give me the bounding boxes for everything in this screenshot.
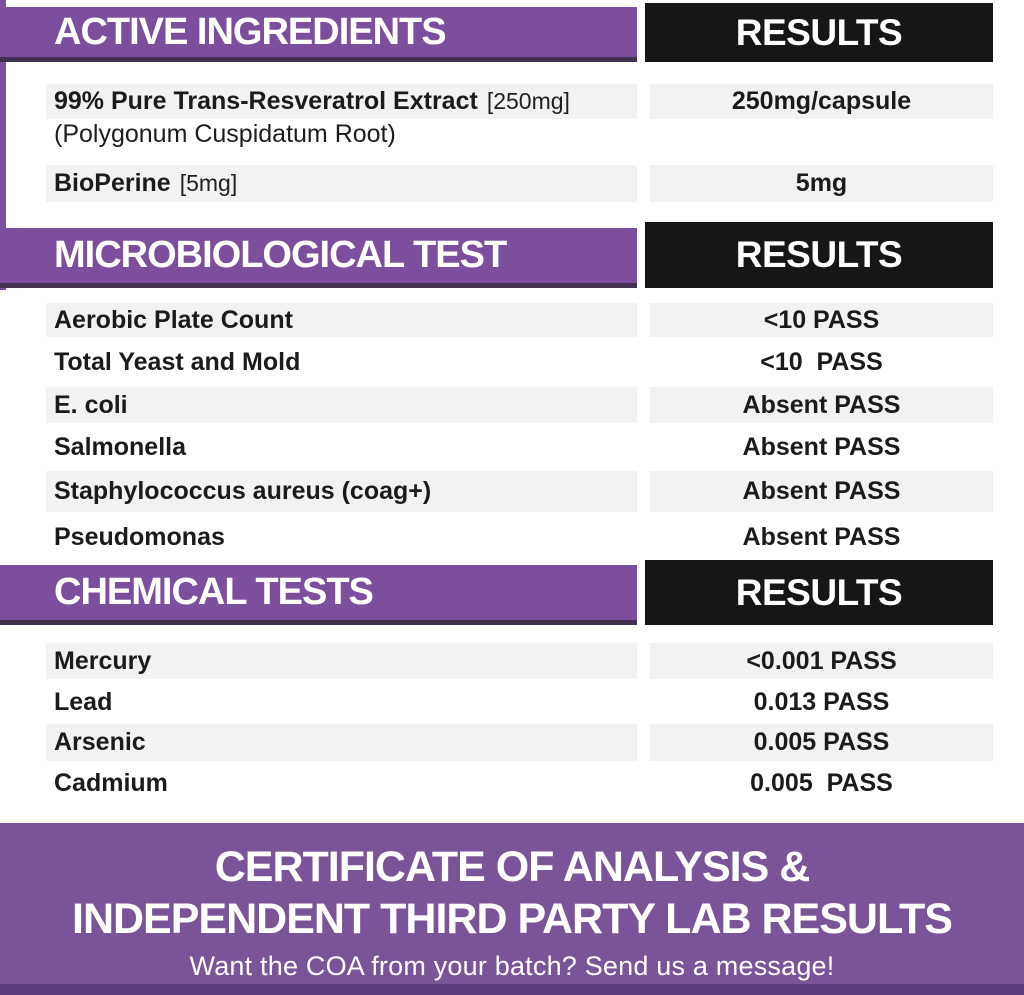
section-header-active-ingredients: ACTIVE INGREDIENTS xyxy=(0,7,637,62)
table-row-test-result: Absent PASS xyxy=(650,387,993,423)
section-title: ACTIVE INGREDIENTS xyxy=(54,10,447,53)
test-result: <0.001 PASS xyxy=(746,646,897,675)
test-name: Pseudomonas xyxy=(54,522,225,551)
ingredient-result: 250mg/capsule xyxy=(731,87,912,115)
ingredient-dose-note: [5mg] xyxy=(179,170,238,196)
ingredient-dose-note: [250mg] xyxy=(486,88,570,114)
test-name: Arsenic xyxy=(54,728,146,756)
table-row-test-name: Total Yeast and Mold xyxy=(46,344,637,380)
results-title: RESULTS xyxy=(735,234,903,275)
table-row-test-result: <10 PASS xyxy=(650,303,993,337)
table-row-test-name: E. coli xyxy=(46,387,637,423)
test-result: 0.013 PASS xyxy=(753,688,890,716)
test-result: Absent PASS xyxy=(742,390,901,419)
results-header-chemical: RESULTS xyxy=(645,560,993,625)
results-title: RESULTS xyxy=(735,571,903,613)
results-header-microbiological: RESULTS xyxy=(645,222,993,288)
certificate-banner: CERTIFICATE OF ANALYSIS & INDEPENDENT TH… xyxy=(0,823,1024,995)
test-name: Cadmium xyxy=(54,768,168,797)
ingredient-name: BioPerine xyxy=(54,169,171,197)
test-name: Total Yeast and Mold xyxy=(54,347,301,376)
table-row-test-result: 0.005 PASS xyxy=(650,724,993,761)
table-row-test-result: Absent PASS xyxy=(650,518,993,556)
ingredient-source-note: (Polygonum Cuspidatum Root) xyxy=(54,119,396,148)
test-name: Mercury xyxy=(54,646,152,675)
table-row-test-result: 0.013 PASS xyxy=(650,684,993,721)
banner-subtitle: Want the COA from your batch? Send us a … xyxy=(189,951,835,981)
results-title: RESULTS xyxy=(735,11,903,53)
test-result: Absent PASS xyxy=(742,433,901,461)
section-title: MICROBIOLOGICAL TEST xyxy=(54,234,507,276)
table-row-ingredient-name: 99% Pure Trans-Resveratrol Extract [250m… xyxy=(46,84,637,119)
test-name: Salmonella xyxy=(54,433,186,461)
table-row-test-name: Cadmium xyxy=(46,764,637,802)
test-name: Staphylococcus aureus (coag+) xyxy=(54,477,432,505)
results-header-active: RESULTS xyxy=(645,3,993,62)
table-row-test-result: <0.001 PASS xyxy=(650,643,993,679)
table-row-test-result: 0.005 PASS xyxy=(650,764,993,802)
table-row-test-result: Absent PASS xyxy=(650,429,993,466)
ingredient-result: 5mg xyxy=(795,169,848,197)
table-row-test-name: Pseudomonas xyxy=(46,518,637,556)
section-header-microbiological-test: MICROBIOLOGICAL TEST xyxy=(0,228,637,288)
section-title: CHEMICAL TESTS xyxy=(54,571,374,613)
test-name: E. coli xyxy=(54,390,128,419)
table-row-ingredient-result: 5mg xyxy=(650,165,993,202)
table-row-test-name: Lead xyxy=(46,684,637,721)
section-header-chemical-tests: CHEMICAL TESTS xyxy=(0,565,637,625)
banner-title-line2: INDEPENDENT THIRD PARTY LAB RESULTS xyxy=(72,895,953,943)
test-result: 0.005 PASS xyxy=(750,768,893,797)
table-row-test-result: <10 PASS xyxy=(650,344,993,380)
banner-title-line1: CERTIFICATE OF ANALYSIS & xyxy=(214,843,811,891)
table-row-ingredient-name: BioPerine [5mg] xyxy=(46,165,637,202)
table-row-test-result: Absent PASS xyxy=(650,471,993,512)
test-name: Aerobic Plate Count xyxy=(54,305,293,334)
table-row-ingredient-result: 250mg/capsule xyxy=(650,84,993,119)
table-row-test-name: Mercury xyxy=(46,643,637,679)
table-row-test-name: Arsenic xyxy=(46,724,637,761)
table-row-test-name: Salmonella xyxy=(46,429,637,466)
test-result: <10 PASS xyxy=(760,347,883,376)
test-result: Absent PASS xyxy=(742,477,901,505)
test-name: Lead xyxy=(54,688,113,716)
banner-bottom-edge xyxy=(0,984,1024,995)
test-result: 0.005 PASS xyxy=(753,728,890,756)
ingredient-name: 99% Pure Trans-Resveratrol Extract xyxy=(54,87,478,115)
table-row-test-name: Staphylococcus aureus (coag+) xyxy=(46,471,637,512)
test-result: <10 PASS xyxy=(763,305,880,334)
test-result: Absent PASS xyxy=(742,522,901,551)
left-bleed-strip xyxy=(0,0,6,290)
table-row-test-name: Aerobic Plate Count xyxy=(46,303,637,337)
